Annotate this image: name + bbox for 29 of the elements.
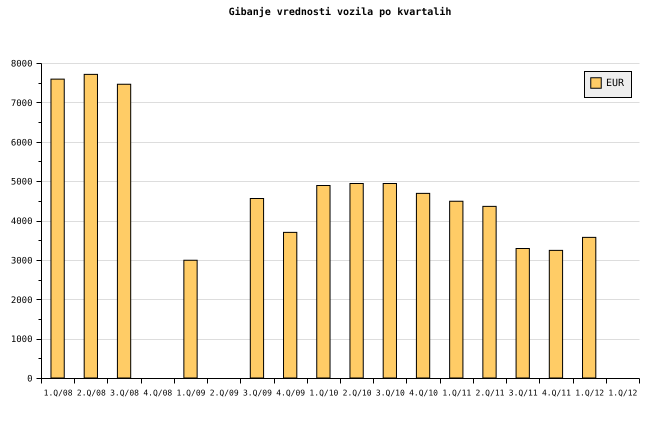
y-tick-label: 6000 [10, 138, 32, 148]
x-tick-label: 1.Q/08 [44, 388, 73, 398]
x-tick-label: 3.Q/10 [376, 388, 405, 398]
x-tick-label: 1.Q/12 [608, 388, 638, 398]
x-tick-label: 2.Q/08 [76, 388, 106, 398]
y-tick-label: 7000 [10, 98, 32, 109]
y-tick-label: 4000 [10, 217, 32, 227]
x-tick-label: 2.Q/11 [476, 388, 505, 398]
y-tick-label: 2000 [10, 296, 32, 306]
y-tick-label: 8000 [10, 60, 32, 70]
y-tick-label: 3000 [10, 256, 32, 266]
x-tick-label: 3.Q/08 [110, 388, 140, 398]
x-tick-label: 2.Q/09 [210, 388, 239, 398]
chart-title: Gibanje vrednosti vozila po kvartalih [228, 6, 452, 18]
x-tick-label: 4.Q/09 [276, 388, 306, 398]
y-tick-label: 5000 [10, 178, 32, 188]
x-tick-label: 4.Q/10 [409, 388, 438, 398]
y-tick-label: 1000 [10, 335, 32, 346]
x-tick-label: 1.Q/11 [442, 388, 472, 398]
x-tick-label: 1.Q/09 [176, 388, 206, 398]
legend-label: EUR [606, 78, 626, 89]
x-tick-label: 3.Q/11 [508, 388, 538, 398]
x-tick-label: 4.Q/08 [143, 388, 172, 398]
y-tick-label: 0 [27, 374, 32, 384]
x-tick-label: 3.Q/09 [242, 388, 272, 398]
x-tick-label: 1.Q/10 [309, 388, 339, 398]
x-tick-label: 2.Q/10 [342, 388, 372, 398]
x-tick-label: 1.Q/12 [575, 388, 604, 398]
x-tick-label: 4.Q/11 [542, 388, 572, 398]
